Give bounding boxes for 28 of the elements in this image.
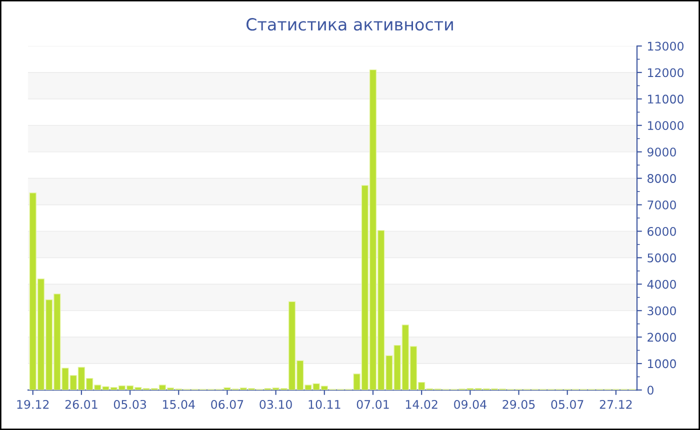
y-tick-label: 0 [648, 386, 654, 395]
y-tick-label: 6000 [648, 226, 676, 236]
x-tick-label: 06.07 [211, 400, 244, 409]
x-tick-label: 29.05 [502, 400, 535, 409]
x-tick-label: 10.11 [308, 400, 340, 409]
y-tick-label: 10000 [648, 121, 684, 130]
y-tick-label: 11000 [648, 94, 684, 104]
x-tick-label: 27.12 [600, 400, 632, 409]
y-tick-label: 2000 [648, 332, 676, 342]
y-tick-label: 7000 [648, 200, 676, 210]
x-tick-label: 26.01 [65, 400, 98, 409]
x-tick-label: 19.12 [17, 400, 49, 409]
y-tick-label: 13000 [648, 42, 684, 51]
x-tick-label: 14.02 [406, 400, 438, 409]
y-tick-label: 1000 [648, 359, 676, 368]
x-tick-label: 09.04 [454, 400, 486, 409]
y-tick-label: 12000 [648, 68, 684, 78]
y-tick-label: 9000 [647, 148, 676, 157]
y-tick-label: 3000 [648, 306, 676, 316]
y-tick-label: 4000 [647, 280, 676, 289]
x-tick-label: 03.10 [260, 400, 292, 409]
y-tick-label: 5000 [648, 253, 676, 262]
x-tick-label: 05.03 [114, 400, 146, 409]
x-tick-label: 07.01 [356, 400, 389, 409]
x-tick-label: 05.07 [551, 400, 584, 409]
chart-title: Статистика активности [246, 18, 453, 31]
x-tick-label: 15.04 [163, 400, 195, 409]
y-tick-label: 8000 [648, 174, 676, 183]
